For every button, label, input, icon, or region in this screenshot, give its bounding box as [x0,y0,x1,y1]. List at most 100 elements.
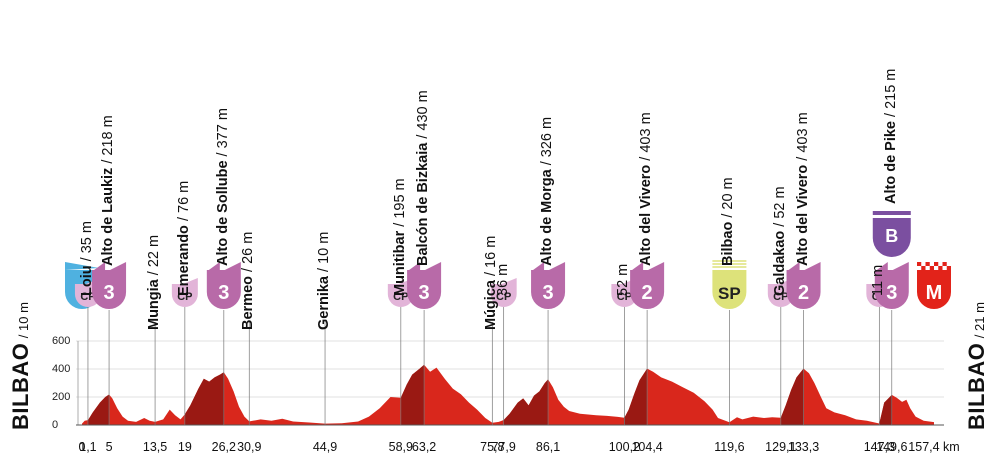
finish-check-20-2 [925,262,930,266]
km-label-3: 13,5 [142,440,168,454]
point-label-4: Emerando / 76 m [176,181,192,296]
km-label-17: 133,3 [787,440,820,454]
place-altitude: / 20 m [720,177,737,218]
km-label-5: 26,2 [211,440,236,454]
place-altitude: / 377 m [214,108,231,157]
badge-climb-19 [874,270,909,309]
badge-text-12: 3 [542,282,553,304]
point-label-19: Alto de Pike / 215 m [883,69,899,204]
place-altitude: / 218 m [100,115,117,164]
badge-text-14: 2 [642,282,653,304]
badge-bonus-19 [872,218,911,257]
point-label-6: Bermeo / 26 m [240,232,256,330]
place-name: Gernika [316,276,333,330]
place-name: Loiu [78,265,95,296]
place-name: Alto del Vivero [794,164,811,266]
km-label-6: 30,9 [237,440,262,454]
place-name: Alto de Laukiz [100,167,117,266]
badge-text-17: 2 [798,282,809,304]
place-name: Munitibar [391,230,408,296]
place-altitude: / 403 m [638,112,655,161]
climb-shade-1 [184,372,224,425]
place-altitude: / 52 m [771,186,788,227]
point-label-3: Mungia / 22 m [146,235,162,330]
badge-flag-a-17 [788,262,800,270]
place-name: Mungia [146,279,163,330]
point-label-5: Alto de Sollube / 377 m [215,108,231,266]
place-name: Galdakao [771,230,788,296]
climb-shade-5 [780,368,804,425]
badge-flag-b-12 [549,262,566,270]
km-label-19: 149,6 [876,440,908,454]
km-label-4: 19 [177,440,192,454]
start-city: BILBAO [8,342,33,430]
badge-flag-b-19 [892,262,909,270]
point-label-15: Bilbao / 20 m [720,177,736,266]
y-tick-0: 0 [52,419,59,431]
climb-shade-2 [400,364,425,425]
badge-cp-text-4: CP [177,291,192,303]
finish-city: BILBAO [964,342,989,430]
place-altitude: 52 m [615,263,632,296]
badge-cp-flag-4 [182,278,198,284]
badge-flag-b-17 [804,262,821,270]
badge-finish-20 [917,270,951,309]
place-name: Bilbao [720,221,737,266]
km-label-13: 100,2 [608,440,641,454]
point-label-14: Alto del Vivero / 403 m [638,112,654,266]
badge-start-flag-0 [65,262,99,270]
place-name: Alto del Vivero [638,164,655,266]
km-label-8: 58,9 [388,440,413,454]
badge-flag-a-12 [533,262,545,270]
finish-check-20-6 [942,262,947,266]
finish-side-label: BILBAO / 21 m [964,302,990,430]
km-label-12: 86,1 [535,440,561,454]
finish-altitude: / 21 m [972,302,987,339]
place-altitude: / 215 m [882,68,899,117]
badge-climb-12 [531,270,566,309]
point-label-7: Gernika / 10 m [316,232,332,330]
point-label-1: Loiu / 35 m [79,221,95,296]
finish-check-20-0 [917,262,922,266]
place-name: Bermeo [240,276,257,330]
start-side-label: BILBAO / 10 m [8,302,34,430]
point-label-2: Alto de Laukiz / 218 m [100,115,116,266]
finish-check-20-1 [921,266,926,270]
finish-check-20-3 [929,266,934,270]
climb-shade-6 [879,394,892,425]
badge-climb-17 [786,270,821,309]
km-label-2: 5 [105,440,113,454]
point-label-9: Balcón de Bizkaia / 430 m [415,90,431,266]
badge-climb-9 [407,270,442,309]
km-label-7: 44,9 [312,440,338,454]
start-altitude: / 10 m [16,302,31,339]
badge-flag-a-19 [876,262,888,270]
place-altitude: / 26 m [240,231,257,272]
badge-text-19: 3 [886,282,897,304]
badge-cp-11 [490,284,517,307]
badge-cp-4 [171,284,198,307]
badge-text-15: SP [718,284,741,303]
km-label-20: 157,4 km [908,440,960,454]
badge-flag-b-2 [110,262,127,270]
finish-check-20-4 [934,262,939,266]
badge-text-5: 3 [218,282,229,304]
point-label-8: Munitibar / 195 m [392,178,408,296]
place-altitude: / 10 m [316,231,333,272]
place-altitude: / 35 m [78,221,95,262]
badge-sprint-15 [712,270,747,309]
badge-text-20: M [926,282,943,304]
place-name: Alto de Morga [539,169,556,266]
km-label-1: 1,1 [79,440,97,454]
km-label-15: 119,6 [714,440,745,454]
badge-flag-a-9 [409,262,421,270]
badge-flag-b-14 [648,262,665,270]
km-label-11: 77,9 [491,440,516,454]
badge-bonus-text-19: B [885,226,898,246]
km-label-16: 129,1 [765,440,797,454]
y-tick-600: 600 [52,335,71,347]
place-name: Emerando [175,225,192,296]
km-label-18: 147,3 [863,440,895,454]
